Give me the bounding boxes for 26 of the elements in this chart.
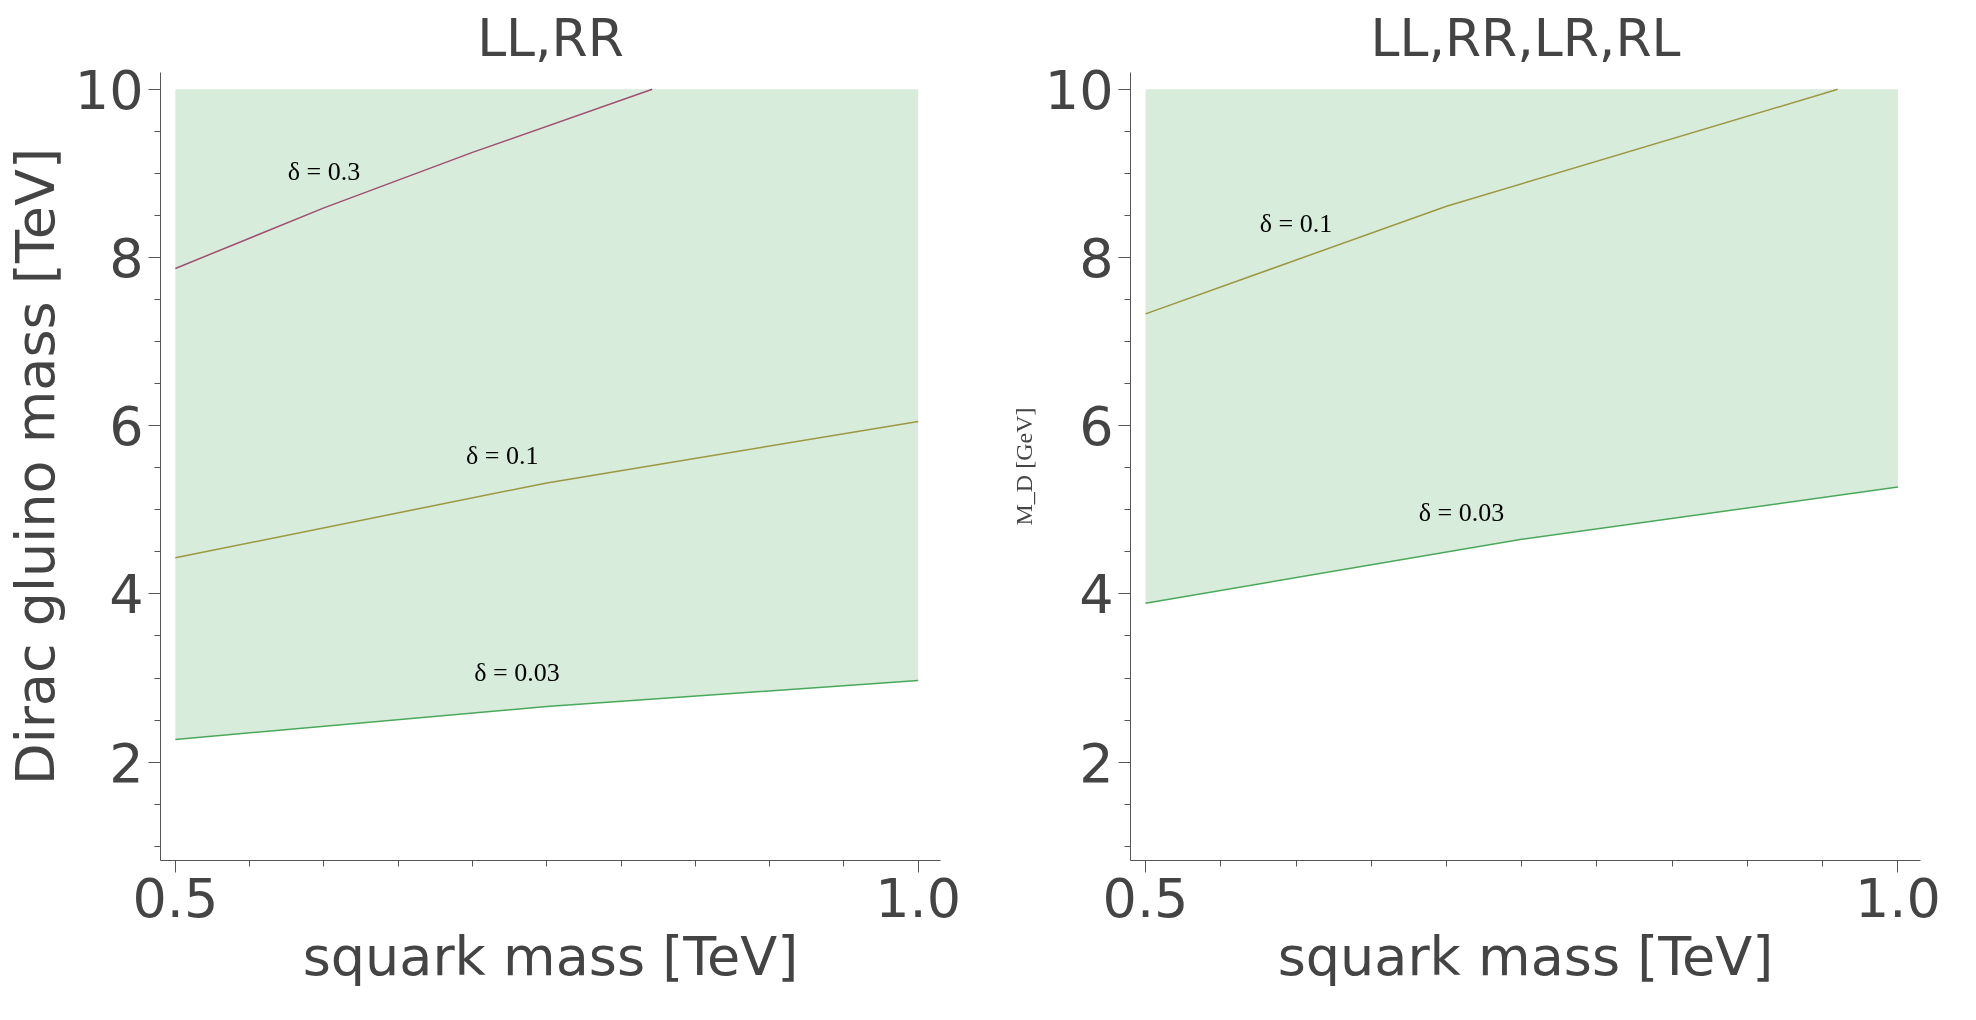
x-tick-label: 0.5 bbox=[132, 866, 219, 930]
x-axis-title: squark mass [TeV] bbox=[1277, 924, 1774, 988]
y-tick-label: 4 bbox=[1079, 563, 1114, 627]
x-tick-label: 0.5 bbox=[1102, 866, 1189, 930]
y-tick-label: 10 bbox=[1044, 58, 1114, 122]
y-tick-label: 2 bbox=[1079, 731, 1114, 795]
y-axis-title: M_D [GeV] bbox=[1010, 407, 1037, 526]
y-tick-label: 8 bbox=[1079, 227, 1114, 291]
x-tick-label: 1.0 bbox=[1854, 866, 1941, 930]
y-axis-title: Dirac gluino mass [TeV] bbox=[3, 148, 67, 785]
y-tick-label: 6 bbox=[109, 395, 144, 459]
y-tick-label: 10 bbox=[74, 58, 144, 122]
chart-title: LL,RR,LR,RL bbox=[1370, 7, 1681, 68]
x-axis-title: squark mass [TeV] bbox=[302, 924, 799, 988]
chart-title: LL,RR bbox=[477, 7, 624, 68]
x-tick-label: 1.0 bbox=[875, 866, 962, 930]
line-series bbox=[174, 88, 654, 270]
y-tick-label: 6 bbox=[1079, 395, 1114, 459]
annotation: δ = 0.1 bbox=[1259, 209, 1333, 239]
annotation: δ = 0.1 bbox=[466, 441, 539, 471]
y-tick-label: 8 bbox=[109, 227, 144, 291]
annotation: δ = 0.3 bbox=[287, 156, 361, 186]
annotation: δ = 0.03 bbox=[1418, 498, 1505, 528]
y-tick-label: 4 bbox=[109, 563, 144, 627]
annotation: δ = 0.03 bbox=[474, 658, 560, 688]
y-tick-label: 2 bbox=[109, 731, 144, 795]
